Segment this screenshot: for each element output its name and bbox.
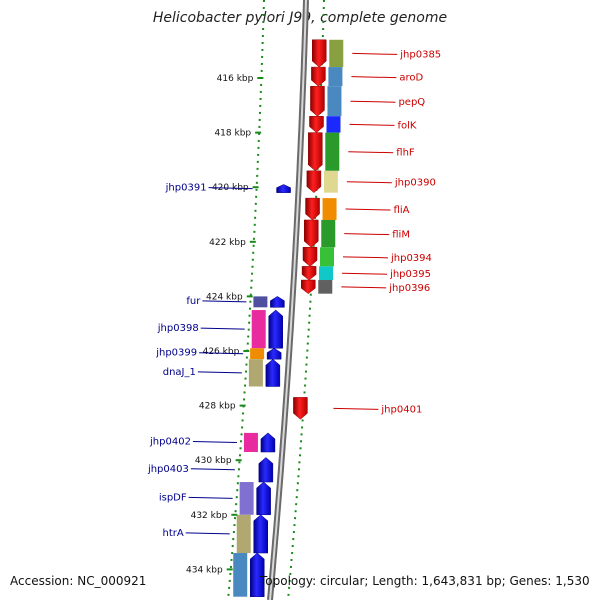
- label-leader: [341, 286, 387, 289]
- label-leader: [348, 151, 394, 154]
- label-leader: [192, 440, 237, 443]
- gene-label: folK: [397, 120, 416, 131]
- gene-label: pepQ: [398, 97, 425, 108]
- cog-category-box: [253, 296, 268, 308]
- gene-label: fliM: [392, 230, 410, 241]
- reverse-gene-arrow: [258, 457, 274, 483]
- cog-category-box: [329, 39, 344, 68]
- forward-gene-arrow: [308, 132, 323, 172]
- forward-gene-arrow: [305, 197, 320, 221]
- cog-category-box: [325, 132, 340, 171]
- reverse-gene-arrow: [268, 309, 283, 349]
- gene-label: fliA: [394, 205, 410, 216]
- label-leader: [185, 532, 230, 535]
- gene-label: jhp0394: [390, 253, 432, 264]
- cog-category-box: [251, 310, 266, 349]
- label-leader: [345, 208, 391, 211]
- accession-text: Accession: NC_000921: [10, 574, 147, 588]
- tick-label: 428 kbp: [199, 402, 236, 412]
- tick-label: 418 kbp: [214, 129, 251, 139]
- reverse-gene-arrow: [266, 347, 282, 360]
- reverse-gene-arrow: [249, 552, 265, 597]
- reverse-gene-arrow: [256, 481, 271, 516]
- forward-gene-arrow: [309, 115, 324, 133]
- gene-label: jhp0399: [155, 348, 197, 359]
- gene-label: jhp0396: [388, 283, 430, 294]
- forward-gene-arrow: [312, 39, 327, 68]
- gene-label: jhp0395: [389, 269, 431, 280]
- cog-category-box: [328, 67, 343, 87]
- map-title: Helicobacter pylori J99, complete genome: [152, 10, 448, 26]
- genome-summary-text: Topology: circular; Length: 1,643,831 bp…: [260, 574, 590, 588]
- gene-label: jhp0390: [394, 178, 436, 189]
- reverse-gene-arrow: [276, 184, 291, 193]
- reverse-gene-arrow: [265, 358, 281, 387]
- label-leader: [342, 256, 389, 259]
- label-leader: [350, 100, 396, 103]
- tick-label: 424 kbp: [206, 292, 243, 302]
- cog-category-box: [243, 432, 258, 453]
- label-leader: [344, 233, 390, 236]
- label-leader: [342, 272, 388, 275]
- forward-gene-arrow: [302, 247, 318, 267]
- gene-label: jhp0385: [399, 49, 441, 60]
- forward-gene-arrow: [301, 266, 317, 281]
- gene-label: jhp0401: [380, 404, 422, 415]
- cog-category-box: [319, 247, 334, 267]
- gene-label: ispDF: [159, 492, 187, 503]
- gene-label: dnaJ_1: [163, 367, 196, 378]
- forward-gene-arrow: [306, 170, 322, 193]
- reverse-gene-arrow: [260, 432, 276, 453]
- gene-label: flhF: [396, 148, 415, 159]
- label-leader: [199, 352, 244, 355]
- tick-label: 432 kbp: [191, 511, 228, 521]
- cog-category-box: [318, 280, 333, 294]
- gene-label: fur: [186, 296, 201, 307]
- cog-category-box: [250, 348, 265, 360]
- cog-category-box: [323, 170, 338, 193]
- label-leader: [352, 52, 398, 55]
- gene-label: jhp0403: [147, 464, 189, 475]
- cog-category-box: [236, 514, 251, 554]
- label-leader: [351, 76, 397, 79]
- reverse-gene-arrow: [253, 514, 268, 554]
- label-leader: [208, 187, 253, 190]
- label-leader: [349, 123, 395, 126]
- tick-label: 426 kbp: [203, 347, 240, 357]
- forward-gene-arrow: [301, 279, 316, 294]
- label-leader: [188, 496, 233, 499]
- gene-label: aroD: [399, 73, 423, 84]
- tick-label: 434 kbp: [186, 565, 223, 575]
- cog-category-box: [319, 266, 334, 281]
- forward-gene-arrow: [311, 66, 326, 87]
- gene-label: jhp0402: [149, 436, 191, 447]
- gene-label: jhp0398: [157, 323, 199, 334]
- label-leader: [200, 327, 245, 330]
- reverse-gene-arrow: [270, 296, 285, 308]
- label-leader: [190, 468, 235, 471]
- cog-category-box: [321, 219, 336, 248]
- cog-category-box: [248, 359, 263, 387]
- label-leader: [202, 300, 247, 303]
- label-leader: [346, 181, 392, 184]
- forward-gene-arrow: [310, 85, 325, 117]
- gene-label: htrA: [163, 528, 184, 539]
- genome-backbone-highlight: [269, 0, 307, 600]
- cog-category-box: [326, 116, 341, 133]
- forward-gene-arrow: [304, 219, 319, 248]
- cog-category-box: [233, 553, 248, 597]
- cog-category-box: [327, 86, 342, 117]
- tick-label: 422 kbp: [209, 238, 246, 248]
- tick-label: 430 kbp: [195, 456, 232, 466]
- cog-category-box: [322, 198, 337, 220]
- label-leader: [333, 407, 379, 410]
- forward-gene-arrow: [293, 397, 308, 420]
- cog-category-box: [239, 482, 254, 515]
- gene-label: jhp0391: [165, 183, 207, 194]
- tick-label: 416 kbp: [217, 74, 254, 84]
- label-leader: [197, 371, 242, 374]
